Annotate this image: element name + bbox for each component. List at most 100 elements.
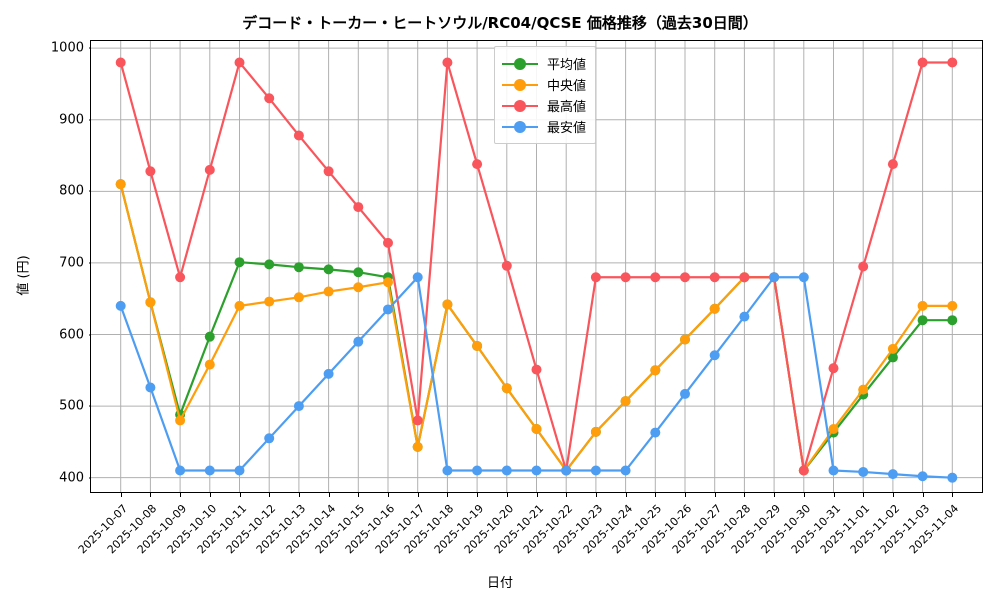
x-tick-mark (922, 493, 924, 497)
data-point (917, 300, 928, 311)
data-point (442, 57, 453, 68)
data-point (531, 424, 542, 435)
data-point (590, 426, 601, 437)
legend-item-3[interactable]: 最安値 (502, 116, 586, 137)
data-point (264, 93, 275, 104)
series-3 (115, 272, 958, 483)
data-point (650, 365, 661, 376)
data-point (204, 164, 215, 175)
data-point (620, 465, 631, 476)
chart-title: デコード・トーカー・ヒートソウル/RC04/QCSE 価格推移（過去30日間） (242, 14, 758, 32)
data-point (175, 415, 186, 426)
y-tick-label: 800 (59, 183, 84, 199)
data-point (887, 352, 898, 363)
x-tick-mark (298, 493, 300, 497)
data-point (472, 465, 483, 476)
x-tick-mark (892, 493, 894, 497)
legend-swatch-icon (502, 57, 538, 70)
legend-item-0[interactable]: 平均値 (502, 53, 586, 74)
legend-item-2[interactable]: 最高値 (502, 95, 586, 116)
data-point (680, 388, 690, 399)
data-point (412, 441, 423, 452)
data-point (353, 336, 364, 347)
legend-label: 中央値 (547, 79, 587, 94)
x-tick-mark (744, 493, 746, 497)
data-point (709, 350, 720, 361)
data-point (234, 57, 245, 68)
data-point (858, 261, 869, 272)
x-tick-mark (952, 493, 954, 497)
x-tick-mark (358, 493, 360, 497)
data-point (145, 166, 156, 177)
data-point (383, 237, 393, 248)
data-point (353, 267, 364, 278)
data-point (383, 304, 393, 315)
x-tick-mark (120, 493, 122, 497)
data-point (917, 57, 928, 68)
legend-swatch-icon (502, 120, 538, 133)
data-point (323, 264, 334, 275)
data-point (887, 343, 898, 354)
x-tick-mark (595, 493, 597, 497)
data-point (353, 282, 364, 293)
data-point (947, 315, 958, 326)
data-point (264, 296, 275, 307)
x-tick-mark (774, 493, 776, 497)
data-point (650, 272, 661, 283)
y-tick-label: 1000 (50, 40, 84, 56)
data-point (947, 472, 958, 483)
data-point (323, 166, 334, 177)
x-tick-mark (209, 493, 211, 497)
data-point (204, 331, 215, 342)
x-tick-mark (477, 493, 479, 497)
x-tick-mark (625, 493, 627, 497)
data-point (472, 340, 483, 351)
data-point (798, 272, 809, 283)
x-tick-mark (150, 493, 152, 497)
legend-swatch-icon (502, 78, 538, 91)
plot-svg (91, 41, 982, 492)
x-tick-mark (447, 493, 449, 497)
data-point (769, 272, 780, 283)
data-point (175, 272, 186, 283)
y-tick-label: 500 (59, 398, 84, 414)
series-2 (115, 57, 958, 476)
data-point (561, 465, 572, 476)
data-point (412, 415, 423, 426)
data-point (145, 382, 156, 393)
legend-item-1[interactable]: 中央値 (502, 74, 586, 95)
data-point (234, 257, 245, 268)
data-point (650, 427, 661, 438)
x-tick-mark (655, 493, 657, 497)
data-point (828, 424, 839, 435)
data-point (293, 262, 304, 273)
x-tick-mark (239, 493, 241, 497)
data-point (828, 465, 839, 476)
data-point (858, 466, 869, 477)
data-point (412, 272, 423, 283)
data-point (709, 272, 720, 283)
data-point (531, 465, 542, 476)
x-tick-mark (180, 493, 182, 497)
data-point (590, 272, 601, 283)
y-tick-label: 900 (59, 112, 84, 128)
data-point (115, 300, 126, 311)
data-point (175, 465, 186, 476)
data-point (590, 465, 601, 476)
x-axis-ticks: 2025-10-07 2025-10-08 2025-10-09 2025-10-10… (75, 493, 983, 563)
plot-area (90, 40, 983, 493)
x-tick-mark (328, 493, 330, 497)
x-tick-mark (714, 493, 716, 497)
data-point (293, 401, 304, 412)
y-axis-ticks: 400 500 600 700 800 900 1000 (6, 40, 93, 493)
data-point (709, 303, 720, 314)
x-tick-mark (536, 493, 538, 497)
x-tick-mark (803, 493, 805, 497)
y-tick-label: 400 (59, 470, 84, 486)
data-point (620, 272, 631, 283)
data-point (472, 159, 483, 170)
x-tick-mark (863, 493, 865, 497)
y-tick-label: 700 (59, 255, 84, 271)
data-point (739, 311, 750, 322)
data-point (234, 300, 245, 311)
